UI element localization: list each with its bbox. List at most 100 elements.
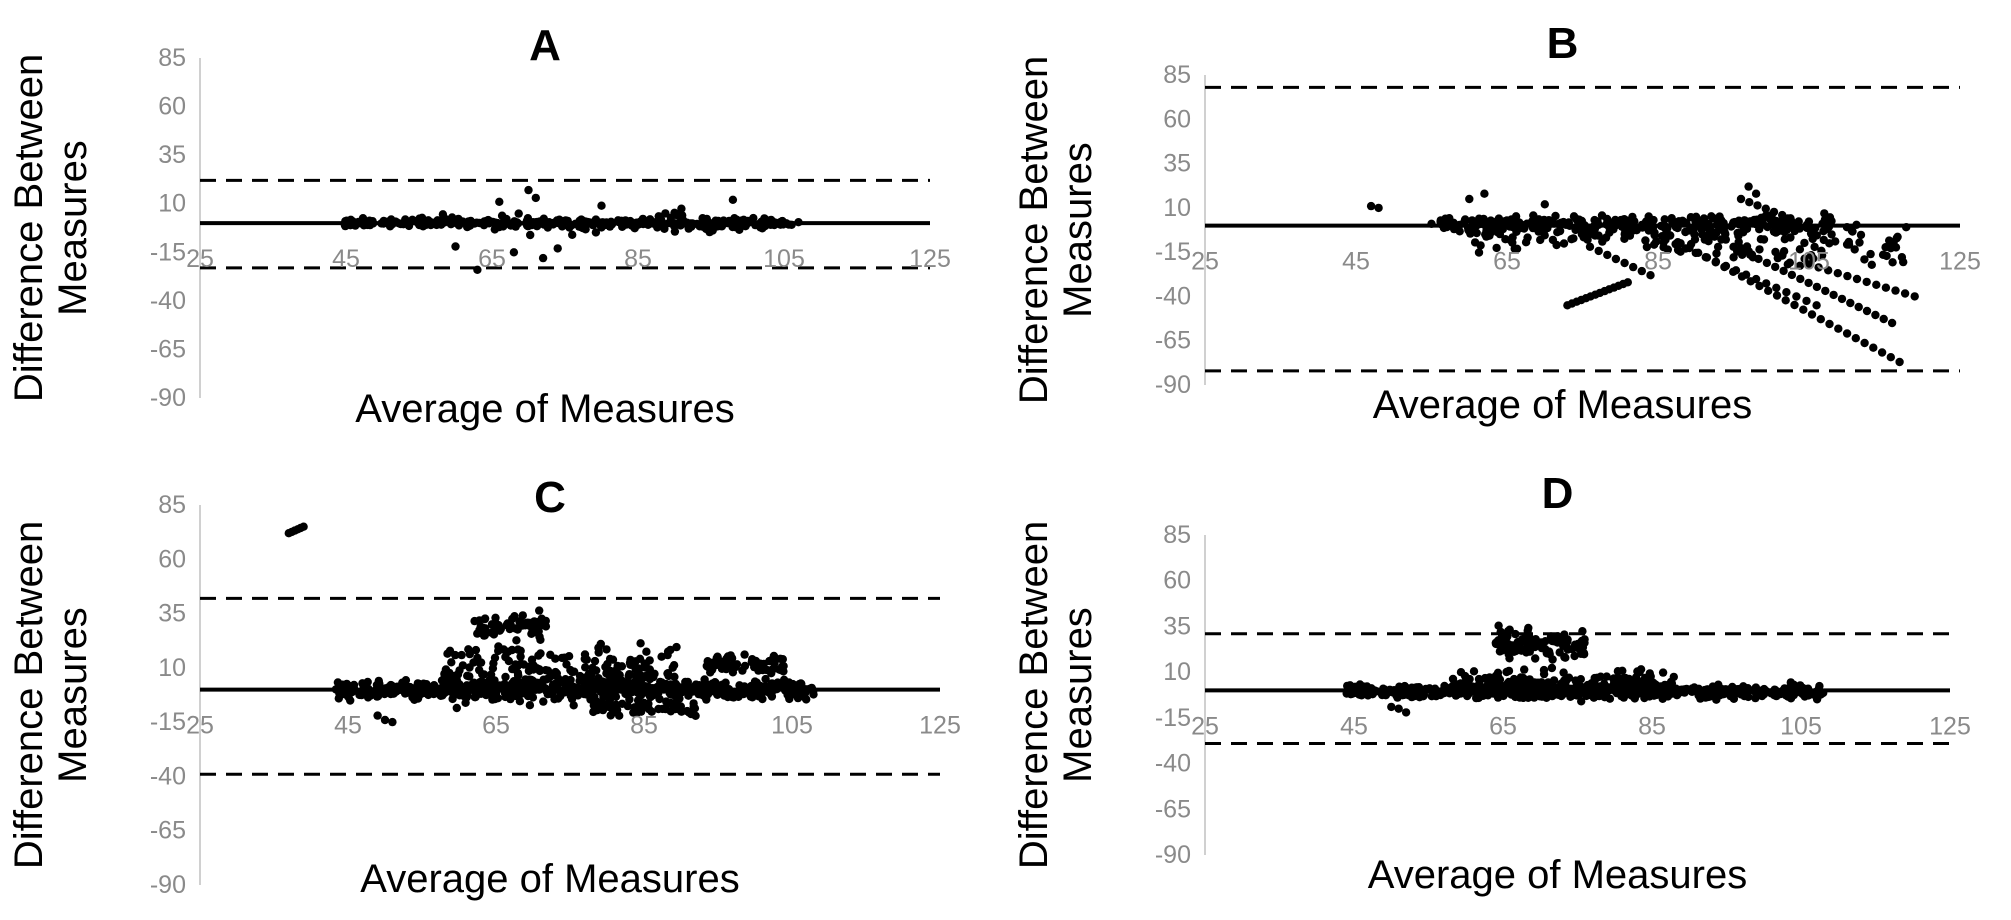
bland-altman-chart-b: 85 60 35 10 -15 -40 -65 -90 25 45 65 85 105 125 B Avera…	[1012, 19, 1981, 427]
data-point-b	[1721, 229, 1730, 239]
data-point-b	[1816, 315, 1825, 324]
data-point-b	[1885, 236, 1894, 245]
data-point-d	[1669, 672, 1678, 682]
y-tick-label-a: -90	[150, 384, 186, 412]
y-tick-label-c: 85	[158, 491, 186, 519]
data-point-b	[1834, 324, 1843, 333]
data-point-c	[531, 678, 541, 687]
data-point-b	[1764, 286, 1773, 295]
data-point-b	[1731, 266, 1741, 275]
panel-b: 85 60 35 10 -15 -40 -65 -90 25 45 65 85 105 125 B Avera…	[1005, 0, 2010, 460]
data-point-c	[485, 676, 494, 685]
data-point-c	[554, 674, 563, 683]
data-point-b	[1812, 282, 1822, 292]
data-point-b	[1842, 240, 1852, 249]
data-point-c	[641, 703, 651, 712]
data-point-c	[768, 655, 777, 664]
panel-a: 85 60 35 10 -15 -40 -65 -90 25 45 65 85 105 125 A Avera…	[0, 0, 1005, 460]
x-tick-label-c: 25	[186, 712, 214, 740]
bland-altman-chart-d: 85 60 35 10 -15 -40 -65 -90 25 45 65 85 105 125 D Avera…	[1012, 469, 1971, 897]
data-point-b	[1846, 298, 1855, 308]
y-tick-label-b: 10	[1163, 194, 1191, 222]
data-point-b	[1783, 260, 1792, 269]
data-point-b	[1461, 215, 1470, 224]
y-tick-label-c: -90	[150, 871, 186, 899]
data-point-b	[1812, 301, 1821, 310]
data-point-b	[1701, 253, 1710, 262]
data-point-c	[535, 632, 544, 641]
y-tick-label-d: 35	[1163, 612, 1191, 640]
data-point-c	[461, 698, 470, 707]
data-point-c	[602, 669, 611, 678]
data-point-b	[1860, 338, 1869, 348]
data-point-d	[1513, 637, 1522, 647]
data-point-c	[656, 677, 665, 687]
data-point-a	[730, 214, 739, 223]
data-point-b	[1817, 251, 1827, 260]
data-point-c	[753, 680, 762, 690]
data-point-c	[580, 654, 589, 664]
data-point-c	[445, 675, 454, 685]
data-point-a	[698, 214, 707, 223]
data-point-b	[1771, 262, 1780, 272]
data-point-c	[672, 642, 681, 652]
chart-title-c: C	[534, 473, 566, 522]
data-point-d	[1645, 692, 1654, 701]
data-point-c	[452, 703, 461, 713]
data-point-c	[436, 691, 445, 700]
data-point-b	[1598, 237, 1607, 246]
data-point-c	[557, 653, 567, 663]
data-point-b	[1553, 228, 1562, 237]
data-point-d	[1419, 692, 1428, 701]
data-point-b	[1703, 231, 1713, 240]
data-point-a	[735, 225, 744, 234]
data-point-d	[1559, 668, 1568, 677]
data-point-b	[1807, 310, 1817, 319]
data-point-b	[1752, 215, 1762, 224]
data-point-d	[1401, 708, 1411, 717]
data-point-b	[1799, 305, 1808, 314]
data-point-b	[1854, 302, 1863, 312]
data-point-c	[470, 616, 479, 626]
x-tick-label-a: 25	[186, 245, 214, 273]
data-point-d	[1555, 648, 1564, 657]
data-point-c	[513, 671, 523, 680]
data-point-c	[513, 645, 523, 654]
data-point-d	[1568, 644, 1577, 654]
data-point-a	[514, 209, 523, 218]
y-tick-label-d: -90	[1155, 841, 1191, 869]
data-point-c	[471, 645, 481, 655]
data-point-c	[661, 704, 670, 714]
x-tick-label-a: 105	[763, 245, 805, 273]
data-point-c	[440, 670, 449, 679]
data-point-b	[1778, 210, 1787, 220]
y-tick-label-a: -65	[150, 335, 186, 363]
data-point-b	[1736, 194, 1746, 204]
data-point-d	[1469, 667, 1479, 676]
data-point-b	[1536, 217, 1545, 226]
y-tick-label-b: 60	[1163, 105, 1191, 133]
data-point-c	[668, 663, 677, 672]
data-point-b	[1366, 201, 1376, 211]
data-point-c	[734, 692, 743, 701]
data-point-b	[1492, 243, 1501, 253]
data-point-c	[363, 693, 373, 702]
data-point-c	[457, 650, 466, 660]
data-point-b	[1878, 250, 1888, 259]
data-point-c	[465, 672, 474, 681]
data-point-b	[1474, 248, 1484, 257]
data-point-b	[1843, 271, 1852, 281]
data-point-b	[1681, 244, 1690, 253]
data-point-c	[515, 697, 525, 706]
data-point-b	[1710, 232, 1719, 241]
data-point-b	[1754, 254, 1763, 264]
data-point-b	[1837, 294, 1847, 304]
data-point-b	[1887, 318, 1897, 328]
data-point-a	[451, 242, 460, 251]
data-point-d	[1506, 679, 1515, 689]
data-point-b	[1642, 242, 1652, 252]
data-point-b	[1663, 245, 1672, 254]
y-tick-label-a: 85	[158, 44, 186, 72]
data-point-c	[626, 660, 635, 669]
data-point-c	[703, 657, 712, 666]
